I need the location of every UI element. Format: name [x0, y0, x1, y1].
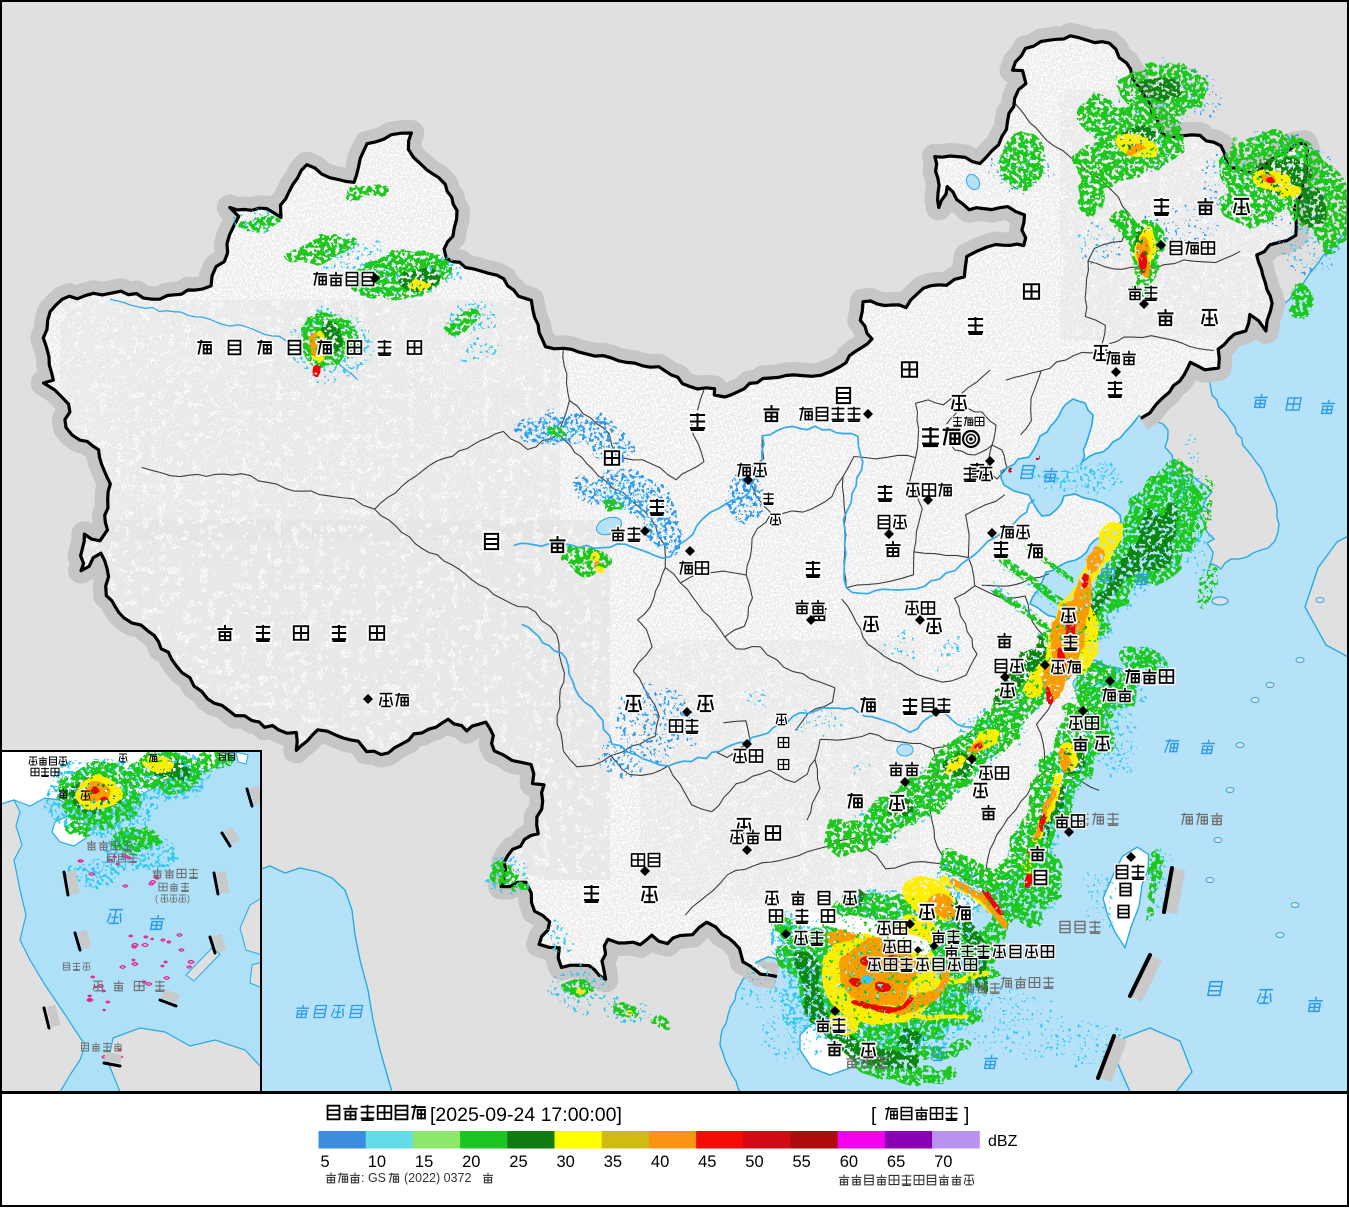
svg-text:50: 50 [745, 1153, 763, 1171]
svg-text:25: 25 [509, 1153, 527, 1171]
svg-text:10: 10 [368, 1153, 386, 1171]
svg-text:[: [ [871, 1105, 877, 1126]
svg-text:): ) [187, 894, 190, 904]
svg-text:dBZ: dBZ [988, 1133, 1018, 1150]
svg-text:(: ( [155, 894, 158, 904]
svg-text:(2022) 0372: (2022) 0372 [404, 1171, 471, 1185]
svg-text:30: 30 [557, 1153, 575, 1171]
svg-text:65: 65 [887, 1153, 905, 1171]
svg-text:55: 55 [793, 1153, 811, 1171]
svg-text:: GS: : GS [361, 1171, 386, 1185]
svg-text:5: 5 [321, 1153, 330, 1171]
svg-text:60: 60 [840, 1153, 858, 1171]
svg-text:[2025-09-24 17:00:00]: [2025-09-24 17:00:00] [430, 1104, 622, 1126]
svg-text:70: 70 [934, 1153, 952, 1171]
svg-text:15: 15 [415, 1153, 433, 1171]
svg-text:20: 20 [462, 1153, 480, 1171]
svg-text:35: 35 [604, 1153, 622, 1171]
svg-text:45: 45 [698, 1153, 716, 1171]
svg-text:]: ] [964, 1105, 969, 1126]
svg-text:40: 40 [651, 1153, 669, 1171]
